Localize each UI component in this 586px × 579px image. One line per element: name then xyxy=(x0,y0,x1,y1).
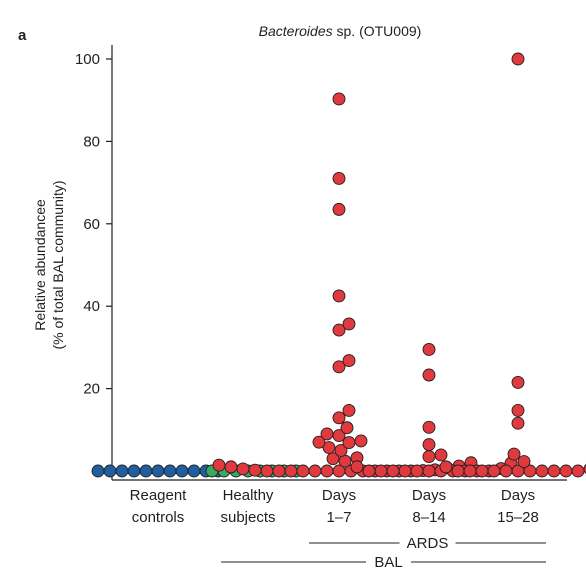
data-point xyxy=(115,464,129,478)
data-point xyxy=(224,460,238,474)
data-point xyxy=(332,172,346,185)
y-axis-label-line2: (% of total BAL community) xyxy=(50,180,66,349)
x-category-label: 8–14 xyxy=(412,509,445,526)
data-point xyxy=(422,464,436,478)
data-point xyxy=(175,464,189,478)
data-point xyxy=(332,289,346,303)
y-tick-label: 20 xyxy=(83,381,100,398)
data-point xyxy=(374,464,388,478)
data-point xyxy=(463,464,477,478)
y-tick-label: 100 xyxy=(75,51,100,68)
data-point xyxy=(342,317,356,331)
y-tick-label: 40 xyxy=(83,298,100,315)
data-point xyxy=(322,441,336,454)
data-point xyxy=(511,403,525,417)
data-point xyxy=(422,450,436,464)
x-category-label: Days xyxy=(322,487,356,504)
data-point xyxy=(284,464,298,478)
data-point xyxy=(312,435,326,449)
data-point xyxy=(212,458,226,472)
bracket-label: BAL xyxy=(374,554,402,571)
x-categories: Reagent controls Healthy subjects Days 1–7 Day… xyxy=(130,487,539,526)
group-brackets: ARDS BAL xyxy=(221,535,546,571)
data-point xyxy=(342,403,356,417)
data-point xyxy=(320,427,334,441)
bracket-label: ARDS xyxy=(407,535,449,552)
data-point xyxy=(332,411,346,425)
data-point xyxy=(260,464,274,478)
data-point xyxy=(434,448,448,462)
y-ticks: 020406080100 xyxy=(75,51,112,480)
data-point xyxy=(362,464,376,478)
data-point xyxy=(354,434,368,448)
data-point xyxy=(151,464,165,478)
data-point xyxy=(422,343,436,356)
data-point xyxy=(350,460,364,474)
data-point xyxy=(342,354,356,368)
data-point xyxy=(511,375,525,389)
y-axis-label: Relative abundancee (% of total BAL comm… xyxy=(32,180,66,349)
panel-label: a xyxy=(18,27,27,44)
y-axis-label-line1: Relative abundancee xyxy=(32,199,48,331)
data-point xyxy=(308,464,322,478)
data-point xyxy=(499,464,513,478)
data-point xyxy=(571,464,585,478)
data-point xyxy=(248,463,262,477)
data-point xyxy=(422,420,436,434)
data-point xyxy=(326,452,340,466)
data-point xyxy=(340,421,354,435)
data-point xyxy=(332,202,346,216)
data-point xyxy=(332,92,346,106)
chart-title-italic: Bacteroides xyxy=(259,23,333,39)
data-point xyxy=(475,464,489,478)
data-point xyxy=(535,464,549,478)
data-point xyxy=(236,462,250,476)
y-tick-label: 80 xyxy=(83,133,100,150)
chart-title-rest: sp. (OTU009) xyxy=(333,23,422,39)
y-tick-label: 60 xyxy=(83,216,100,233)
data-point xyxy=(320,464,334,478)
data-point xyxy=(272,464,286,478)
data-point xyxy=(398,464,412,478)
data-point xyxy=(163,464,177,478)
x-category-label: Reagent xyxy=(130,487,188,504)
x-category-label: Days xyxy=(412,487,446,504)
data-point xyxy=(511,416,525,430)
data-point xyxy=(334,443,348,457)
data-point xyxy=(332,360,346,374)
x-category-label: Days xyxy=(501,487,535,504)
x-category-label: subjects xyxy=(220,509,275,526)
data-point xyxy=(507,447,521,461)
data-point xyxy=(296,464,310,478)
x-category-label: controls xyxy=(132,509,185,526)
x-category-label: Healthy xyxy=(223,487,274,504)
data-point xyxy=(451,464,465,478)
data-point xyxy=(487,464,501,478)
data-point xyxy=(338,454,352,468)
data-point xyxy=(511,52,525,66)
data-point xyxy=(547,464,561,478)
data-point xyxy=(127,464,141,478)
chart-title: Bacteroides sp. (OTU009) xyxy=(259,23,422,39)
data-point xyxy=(91,464,105,478)
data-point xyxy=(332,323,346,337)
data-point xyxy=(187,464,201,478)
data-point xyxy=(422,438,436,452)
data-point xyxy=(422,368,436,382)
x-category-label: 15–28 xyxy=(497,509,539,526)
data-point xyxy=(439,460,453,474)
x-category-label: 1–7 xyxy=(326,509,351,526)
data-points xyxy=(91,52,586,478)
data-point xyxy=(410,464,424,478)
data-point xyxy=(103,464,117,478)
data-point xyxy=(139,464,153,478)
data-point xyxy=(386,464,400,478)
data-point xyxy=(517,455,531,468)
data-point xyxy=(559,464,573,478)
